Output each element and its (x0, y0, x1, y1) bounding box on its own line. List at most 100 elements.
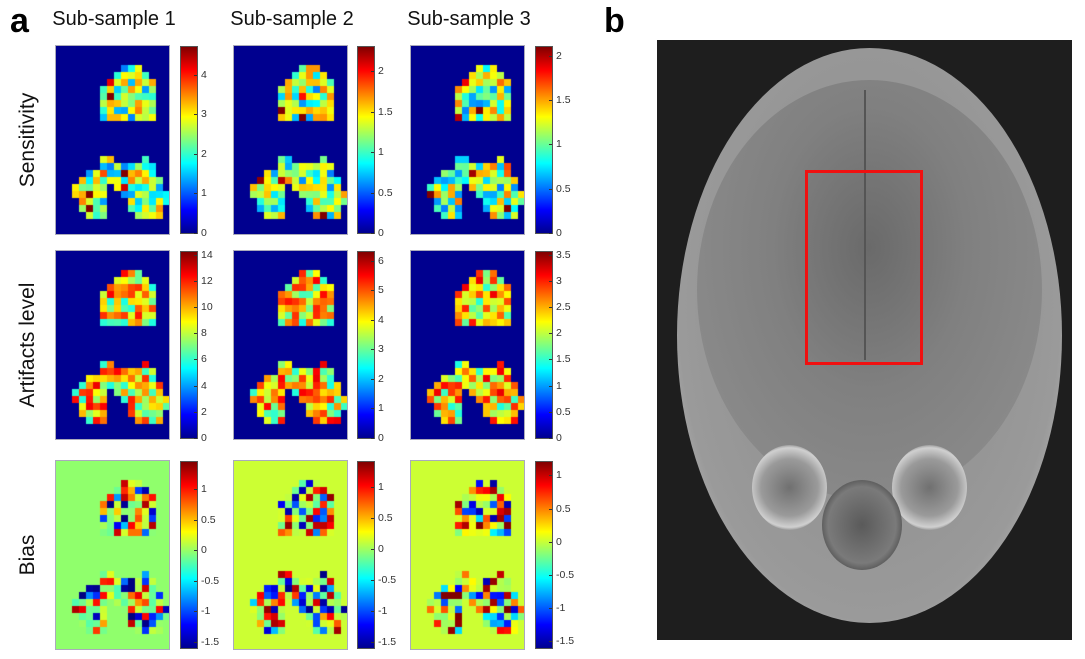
colorbar: -1.5 -1 -0.5 0 0.5 1 (180, 461, 219, 649)
colorbar-tick-label: -1 (378, 604, 388, 617)
heatmap-panel (233, 45, 348, 235)
colorbar-tick-mark (194, 611, 197, 613)
colorbar-tick-mark (194, 489, 197, 491)
panel-label-a: a (10, 2, 29, 40)
row-label: Bias (16, 534, 39, 576)
heatmap-panel (410, 250, 525, 440)
colorbar: 0 0.5 1 1.5 2 (357, 46, 393, 239)
colorbar-tick-label: 5 (378, 284, 384, 297)
mri-image (657, 40, 1072, 640)
colorbar-tick-label: 0.5 (378, 511, 393, 524)
heatmap-canvas (234, 46, 347, 234)
colorbar: -1.5 -1 -0.5 0 0.5 1 (535, 461, 574, 649)
heatmap-canvas (234, 461, 347, 649)
colorbar-tick-mark (549, 608, 552, 610)
heatmap-panel (233, 250, 348, 440)
heatmap-canvas (56, 251, 169, 439)
colorbar-tick-label: 4 (378, 313, 384, 326)
row-label: Artifacts level (16, 282, 39, 408)
colorbar-tick-label: 0.5 (201, 513, 216, 526)
heatmap-canvas (411, 251, 524, 439)
colorbar-tick-mark (194, 307, 197, 308)
colorbar-tick-mark (549, 508, 552, 510)
colorbar-tick-label: 0 (378, 542, 384, 555)
heatmap-panel (55, 45, 170, 235)
colorbar-tick-label: 1 (378, 146, 384, 159)
colorbar-tick-mark (371, 438, 374, 439)
colorbar-tick-label: 1.5 (556, 94, 571, 107)
colorbar-tick-label: 0 (378, 227, 384, 239)
colorbar-tick-label: 0 (201, 432, 207, 444)
colorbar: 0 1 2 3 4 5 6 (357, 251, 384, 444)
colorbar-tick-label: 2 (378, 65, 384, 78)
colorbar-tick-mark (194, 114, 197, 116)
colorbar-tick-label: 1 (201, 483, 207, 496)
colorbar-tick-mark (371, 111, 374, 113)
heatmap-canvas (234, 251, 347, 439)
colorbar-tick-label: 2 (556, 327, 562, 340)
colorbar-tick-label: -1 (556, 602, 566, 615)
colorbar-tick-label: -0.5 (378, 573, 397, 586)
colorbar-tick-label: 3 (378, 343, 384, 356)
colorbar-tick-label: 4 (201, 379, 207, 392)
colorbar-tick-label: 2 (556, 49, 562, 62)
colorbar-tick-label: 2 (201, 405, 207, 418)
colorbar-tick-mark (549, 254, 552, 256)
panel-label-b: b (604, 2, 625, 40)
colorbar-tick-label: -0.5 (201, 574, 220, 587)
colorbar-tick-mark (371, 192, 374, 194)
colorbar-tick-label: 0 (378, 432, 384, 444)
colorbar-tick-mark (194, 359, 197, 361)
colorbar-tick-mark (549, 641, 552, 643)
colorbar-tick-mark (194, 254, 197, 256)
colorbar-tick-mark (371, 408, 374, 410)
colorbar-tick-label: 0 (201, 544, 207, 557)
colorbar-tick-mark (194, 580, 197, 582)
colorbar-tick-label: 1.5 (378, 105, 393, 118)
colorbar-tick-label: 1 (556, 379, 562, 392)
colorbar-tick-mark (371, 260, 374, 262)
colorbar-tick-mark (549, 55, 552, 57)
colorbar-tick-mark (371, 517, 374, 519)
colorbar-tick-mark (371, 152, 374, 154)
heatmap-canvas (411, 46, 524, 234)
lower-structure-left (752, 445, 827, 530)
colorbar-tick-label: 10 (201, 301, 213, 313)
colorbar-tick-label: 3.5 (556, 248, 571, 261)
colorbar-tick-label: 8 (201, 327, 207, 340)
colorbar-tick-mark (549, 541, 552, 543)
colorbar-tick-mark (549, 574, 552, 576)
colorbar-tick-mark (549, 385, 552, 387)
column-title: Sub-sample 2 (230, 8, 354, 30)
colorbar-tick-label: 1 (201, 187, 207, 200)
colorbar-tick-label: 6 (378, 254, 384, 267)
heatmap-panel (55, 250, 170, 440)
colorbar-tick-mark (371, 641, 374, 643)
colorbar-tick-mark (194, 438, 197, 439)
colorbar-tick-mark (371, 378, 374, 380)
colorbar-tick-label: 1.5 (556, 353, 571, 366)
colorbar-tick-label: 3 (201, 108, 207, 121)
colorbar-tick-mark (371, 290, 374, 292)
colorbar-tick-mark (194, 411, 197, 413)
colorbar-tick-mark (549, 475, 552, 477)
colorbar-tick-mark (371, 349, 374, 351)
colorbar-tick-mark (549, 438, 552, 439)
colorbar-tick-mark (194, 193, 197, 195)
colorbar-tick-label: 12 (201, 274, 213, 287)
colorbar-tick-mark (371, 319, 374, 321)
colorbar-tick-label: 1 (556, 138, 562, 151)
colorbar-tick-label: -1 (201, 605, 211, 618)
colorbar-tick-mark (549, 333, 552, 335)
colorbar-tick-mark (371, 486, 374, 488)
colorbar-tick-mark (194, 280, 197, 282)
colorbar-tick-label: 4 (201, 68, 207, 81)
column-title: Sub-sample 3 (407, 8, 531, 30)
colorbar-tick-mark (549, 144, 552, 146)
colorbar-tick-mark (549, 100, 552, 102)
colorbar-tick-label: 2 (201, 147, 207, 160)
colorbar-tick-mark (194, 519, 197, 521)
colorbar-tick-mark (371, 610, 374, 612)
lower-structure-right (892, 445, 967, 530)
colorbar-tick-label: -1.5 (556, 635, 575, 648)
